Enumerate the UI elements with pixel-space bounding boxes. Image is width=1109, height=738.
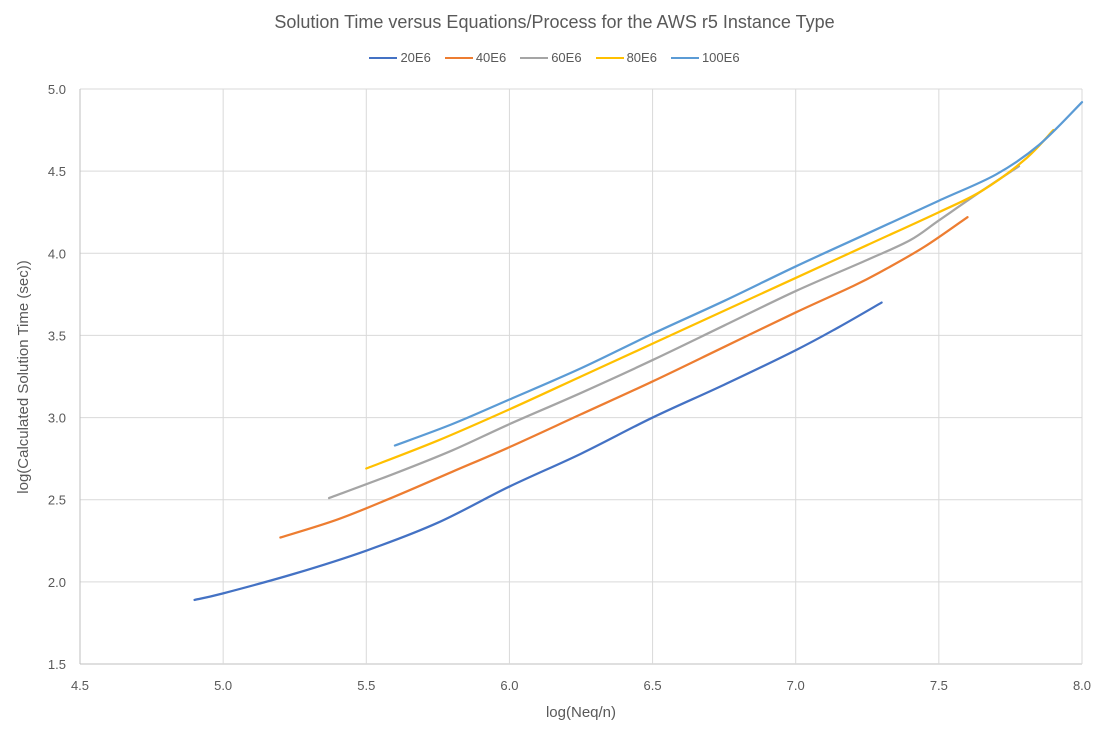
tick-labels: 1.5 2.0 2.5 3.0 3.5 4.0 4.5 5.0 4.5 5.0 5.5 6.0 6.5 7… [48, 82, 1091, 693]
x-tick-label: 5.0 [214, 678, 232, 693]
legend-swatch [369, 56, 398, 59]
legend-swatch [520, 56, 549, 59]
series-line-80e6 [365, 128, 1055, 470]
series-line-40e6 [279, 216, 969, 539]
legend-item-80e6: 80E6 [595, 50, 657, 65]
x-axis-label: log(Neq/n) [546, 704, 616, 721]
legend-label: 80E6 [626, 50, 657, 65]
legend-item-20e6: 20E6 [369, 50, 431, 65]
legend-swatch [444, 56, 473, 59]
series-line-100e6 [393, 101, 1084, 447]
series-line-60e6 [327, 165, 1021, 500]
y-tick-label: 4.5 [48, 164, 66, 179]
x-tick-label: 6.0 [500, 678, 518, 693]
chart-title: Solution Time versus Equations/Process f… [274, 12, 835, 32]
legend-swatch [595, 56, 624, 59]
y-axis-label: log(Calculated Solution Time (sec)) [15, 260, 32, 493]
x-tick-label: 8.0 [1073, 678, 1091, 693]
legend-item-100e6: 100E6 [670, 50, 740, 65]
legend-label: 40E6 [475, 50, 507, 65]
legend-item-60e6: 60E6 [520, 50, 582, 65]
legend-label: 20E6 [400, 50, 431, 65]
series-lines [193, 101, 1084, 602]
legend-swatch [670, 56, 699, 59]
legend-label: 60E6 [551, 50, 582, 65]
y-tick-label: 2.5 [48, 493, 66, 508]
y-tick-label: 1.5 [48, 657, 66, 672]
series-line-20e6 [193, 301, 883, 602]
y-tick-label: 5.0 [48, 82, 66, 97]
x-tick-label: 7.0 [787, 678, 805, 693]
legend: 20E6 40E6 60E6 80E6 100E6 [0, 50, 1109, 65]
y-tick-label: 3.5 [48, 328, 66, 343]
x-tick-label: 7.5 [930, 678, 948, 693]
x-tick-label: 5.5 [357, 678, 375, 693]
y-tick-label: 4.0 [48, 246, 66, 261]
legend-label: 100E6 [701, 50, 740, 65]
x-tick-label: 4.5 [71, 678, 89, 693]
x-tick-label: 6.5 [644, 678, 662, 693]
y-tick-label: 2.0 [48, 575, 66, 590]
y-tick-label: 3.0 [48, 411, 66, 426]
legend-item-40e6: 40E6 [444, 50, 507, 65]
